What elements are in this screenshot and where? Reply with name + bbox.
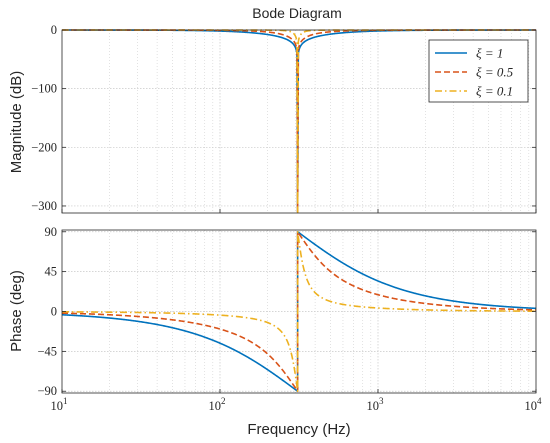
magnitude-axis-label: Magnitude (dB) — [8, 71, 25, 174]
x-tick-label: 104 — [525, 396, 543, 413]
legend: ξ = 1 ξ = 0.5 ξ = 0.1 — [428, 39, 529, 103]
y-tick-label: 45 — [45, 265, 58, 279]
phase-y-ticks: 90 45 0 −45 −90 — [37, 225, 536, 398]
y-tick-label: −100 — [31, 82, 57, 96]
y-tick-label: −300 — [31, 199, 57, 213]
phase-panel: 90 45 0 −45 −90 Phase (deg) — [8, 225, 537, 398]
magnitude-series-2 — [61, 29, 537, 213]
y-tick-label: 90 — [45, 225, 58, 239]
legend-items: ξ = 1 ξ = 0.5 ξ = 0.1 — [435, 46, 514, 99]
y-tick-label: 0 — [51, 305, 57, 319]
legend-label: ξ = 1 — [476, 46, 503, 61]
magnitude-y-ticks: 0 −100 −200 −300 — [31, 23, 536, 213]
legend-label: ξ = 0.5 — [476, 65, 514, 80]
frequency-axis-label: Frequency (Hz) — [247, 421, 350, 438]
x-tick-label: 101 — [51, 396, 68, 413]
x-tick-label: 102 — [209, 396, 226, 413]
y-tick-label: −90 — [37, 384, 57, 398]
phase-curves — [61, 230, 537, 393]
magnitude-axes-box — [61, 29, 537, 214]
y-tick-label: −45 — [37, 344, 57, 358]
frequency-x-ticks: 101 102 103 104 — [51, 209, 543, 413]
phase-axis-label: Phase (deg) — [8, 270, 25, 352]
phase-series-3 — [61, 230, 537, 393]
y-tick-label: −200 — [31, 140, 57, 154]
x-tick-label: 103 — [367, 396, 385, 413]
chart-title: Bode Diagram — [252, 5, 342, 21]
legend-label: ξ = 0.1 — [476, 84, 513, 99]
y-tick-label: 0 — [51, 23, 57, 37]
